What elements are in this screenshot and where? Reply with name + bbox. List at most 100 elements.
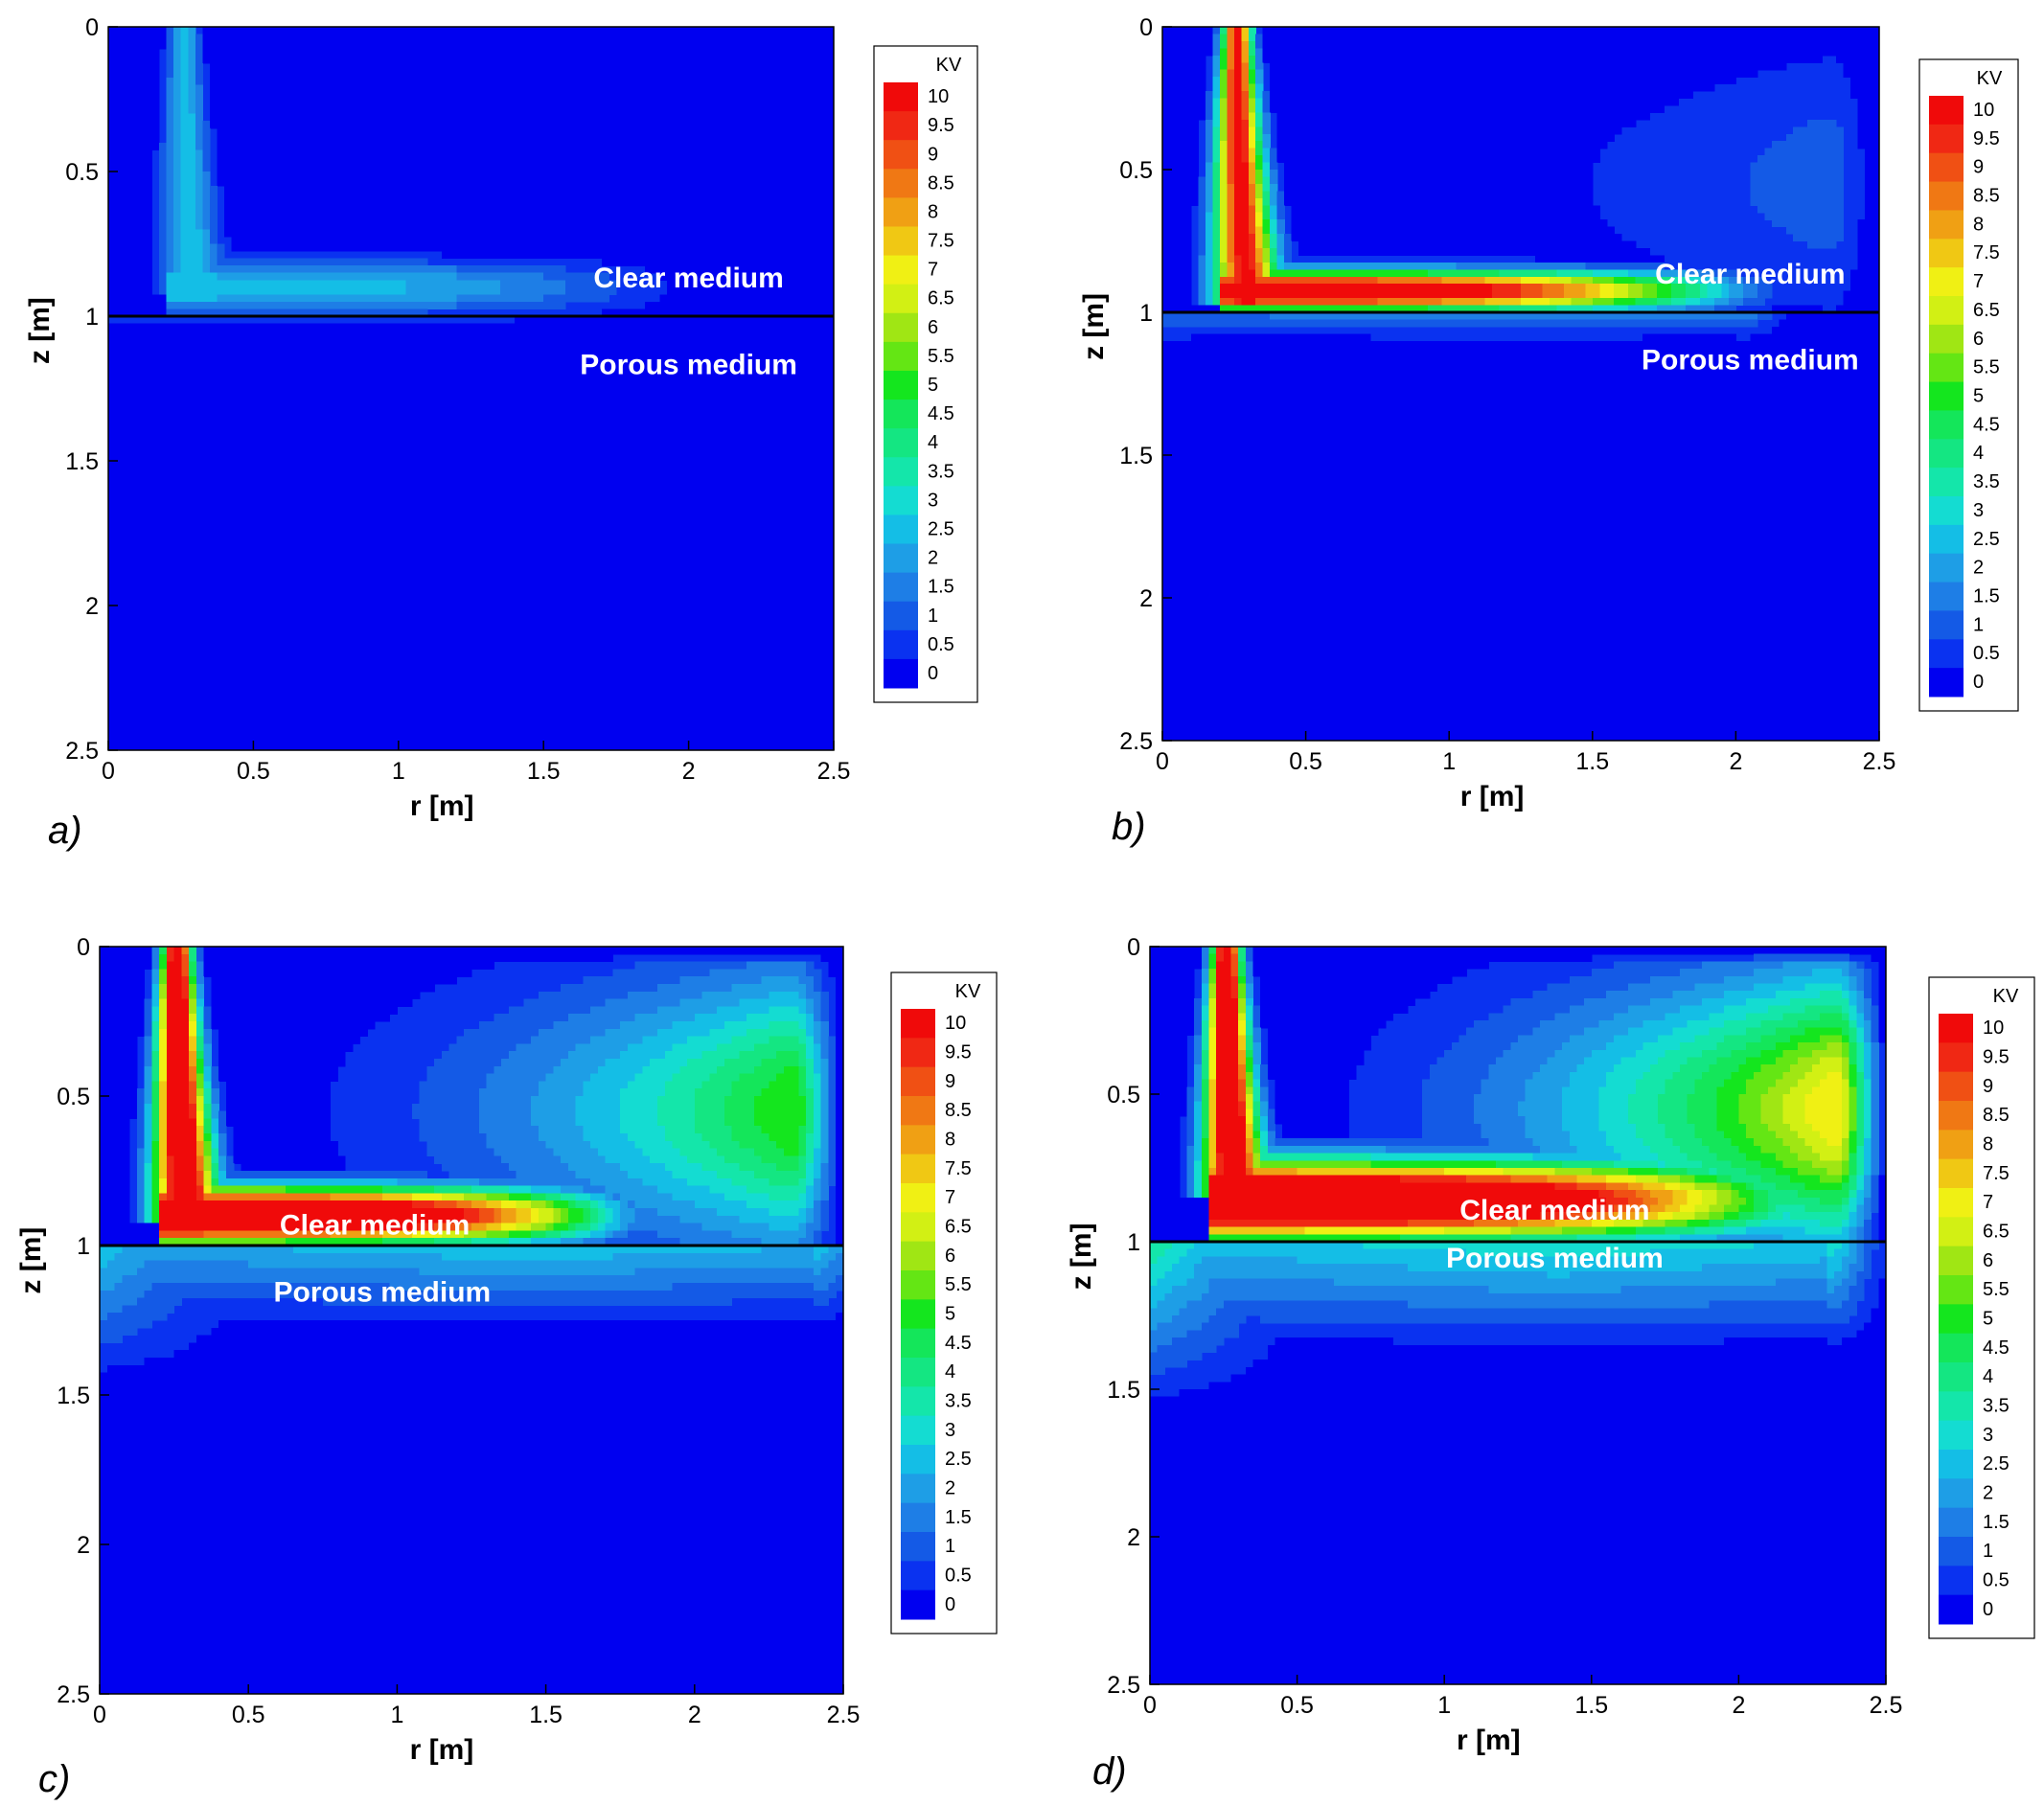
contour-cell (769, 1081, 800, 1089)
contour-cell (1194, 1175, 1203, 1183)
contour-cell (108, 309, 168, 317)
contour-cell (1162, 648, 1880, 656)
contour-cell (1542, 290, 1565, 299)
contour-cell (108, 634, 835, 643)
contour-cell (813, 1297, 830, 1306)
contour-cell (1702, 1190, 1717, 1199)
annotation-clear-medium: Clear medium (280, 1209, 470, 1241)
contour-cell (1716, 1116, 1739, 1125)
contour-cell (1150, 1020, 1195, 1029)
contour-cell (1857, 226, 1880, 235)
contour-cell (122, 1305, 175, 1314)
contour-cell (1826, 1270, 1835, 1280)
contour-cell (202, 56, 835, 64)
contour-cell (1212, 119, 1221, 127)
contour-cell (627, 1081, 666, 1089)
contour-cell (798, 1223, 807, 1231)
contour-cell (173, 1350, 844, 1359)
contour-cell (1245, 1145, 1254, 1154)
contour-cell (195, 1081, 205, 1089)
contour-cell (181, 969, 190, 977)
contour-cell (717, 1148, 755, 1156)
contour-cell (1150, 1226, 1210, 1235)
colorbar-level-label: 4.5 (1973, 414, 2000, 435)
contour-cell (1276, 148, 1600, 156)
contour-cell (189, 1342, 844, 1351)
contour-cell (1750, 183, 1845, 192)
contour-cell (108, 294, 168, 303)
contour-cell (100, 1110, 138, 1119)
colorbar-swatch (1929, 381, 1964, 411)
contour-cell (195, 171, 204, 180)
colorbar-swatch (1939, 1071, 1973, 1102)
contour-cell (1671, 298, 1687, 307)
contour-cell (1233, 234, 1250, 242)
contour-cell (158, 286, 168, 295)
contour-cell (1212, 83, 1221, 92)
colorbar-level-label: 5 (1983, 1309, 1993, 1330)
contour-cell (1194, 1101, 1203, 1109)
contour-cell (108, 417, 835, 425)
contour-cell (1841, 1049, 1850, 1059)
contour-cell (679, 1215, 740, 1224)
contour-cell (1162, 462, 1880, 470)
contour-cell (426, 1065, 494, 1075)
contour-cell (1216, 1057, 1239, 1065)
contour-cell (1878, 1219, 1887, 1228)
contour-cell (1716, 1057, 1747, 1065)
contour-cell (634, 1140, 674, 1150)
contour-cell (225, 1096, 332, 1105)
contour-cell (1753, 953, 1850, 962)
contour-cell (1878, 1182, 1887, 1191)
contour-cell (158, 265, 168, 274)
contour-cell (1241, 55, 1250, 63)
contour-cell (1547, 1057, 1585, 1065)
contour-cell (1194, 1035, 1203, 1043)
contour-cell (723, 1096, 755, 1105)
contour-cell (136, 1126, 146, 1134)
contour-cell (672, 1171, 718, 1179)
contour-cell (180, 41, 189, 50)
contour-cell (1219, 141, 1228, 149)
contour-cell (108, 77, 160, 85)
contour-cell (100, 1514, 844, 1523)
contour-cell (1797, 1153, 1821, 1161)
contour-cell (1205, 284, 1213, 292)
contour-cell (561, 1193, 577, 1201)
contour-cell (538, 1126, 584, 1134)
contour-cell (1260, 1109, 1269, 1117)
contour-cell (188, 91, 196, 101)
contour-cell (1429, 1071, 1489, 1081)
contour-cell (1275, 1094, 1349, 1103)
contour-cell (434, 1059, 502, 1067)
contour-cell (1275, 1101, 1349, 1109)
contour-cell (620, 1110, 658, 1119)
contour-cell (1871, 1013, 1879, 1021)
contour-cell (1270, 148, 1278, 156)
contour-cell (100, 947, 152, 955)
contour-cell (209, 258, 218, 266)
contour-cell (419, 1096, 480, 1105)
contour-cell (1422, 1101, 1475, 1109)
contour-cell (166, 149, 174, 158)
contour-cell (151, 1283, 391, 1292)
contour-cell (1227, 69, 1235, 78)
contour-cell (108, 331, 835, 339)
contour-cell (151, 1200, 160, 1209)
contour-cell (1856, 1242, 1865, 1250)
contour-cell (567, 1208, 584, 1217)
contour-cell (806, 991, 822, 1000)
contour-cell (1255, 126, 1264, 135)
contour-cell (1746, 1168, 1777, 1177)
contour-cell (1790, 1123, 1813, 1132)
contour-cell (1863, 1094, 1872, 1103)
contour-cell (1198, 298, 1206, 307)
contour-cell (1686, 290, 1701, 299)
contour-cell (1164, 1292, 1203, 1302)
contour-cell (597, 1223, 607, 1231)
contour-cell (1863, 1248, 1872, 1257)
contour-cell (108, 41, 168, 50)
contour-cell (1212, 77, 1221, 85)
contour-cell (1150, 1116, 1181, 1125)
contour-cell (1518, 1219, 1555, 1228)
